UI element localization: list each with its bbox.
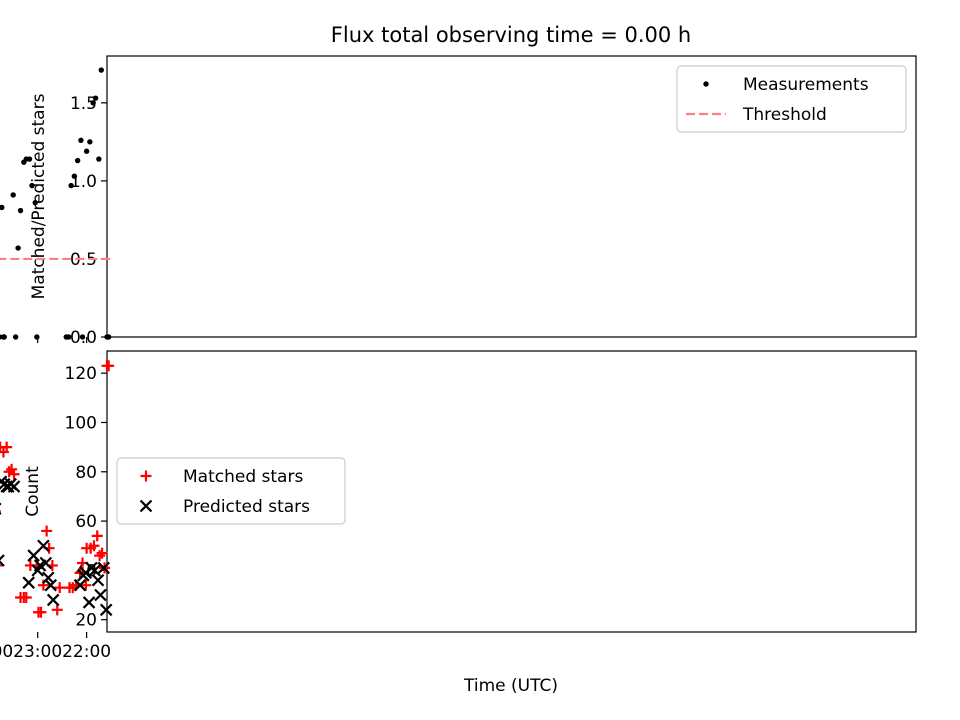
predicted-point — [0, 554, 5, 567]
axes-frame — [106, 55, 917, 338]
y-tick-label: 120 — [65, 364, 97, 384]
matched-point — [32, 606, 44, 618]
x-tick-label: 00:00 — [0, 642, 13, 662]
measurement-point — [83, 148, 90, 154]
measurement-point — [15, 245, 21, 251]
legend: Matched stars Predicted stars — [116, 457, 346, 525]
matched-point — [6, 463, 18, 475]
legend-label: Measurements — [743, 75, 869, 95]
legend-box — [676, 65, 907, 133]
legend-box — [116, 457, 346, 525]
measurement-point — [0, 334, 3, 340]
measurement-point — [79, 334, 86, 340]
matched-point — [63, 582, 75, 594]
measurement-point — [96, 156, 102, 162]
count-subplot: 2040608010012022:0023:0000:0001:0002:000… — [0, 350, 917, 662]
series-measurements — [0, 67, 112, 340]
matched-point — [0, 446, 9, 458]
measurement-point — [71, 173, 78, 179]
y-tick-label: 1.5 — [70, 94, 97, 114]
measurement-point — [21, 159, 27, 165]
predicted-point — [94, 588, 107, 602]
predicted-point — [22, 576, 35, 589]
predicted-point — [27, 549, 40, 562]
legend-label: Matched stars — [183, 467, 303, 487]
matched-point — [101, 360, 113, 372]
measurement-point — [78, 137, 84, 143]
predicted-point — [46, 593, 60, 607]
matched-point — [0, 441, 6, 453]
legend-swatch — [140, 470, 152, 482]
axes-frame — [106, 350, 917, 633]
legend-label: Predicted stars — [183, 497, 310, 517]
series-predicted-stars — [0, 475, 113, 617]
y-tick-label: 20 — [75, 611, 97, 631]
predicted-point — [37, 539, 50, 553]
predicted-point — [31, 564, 44, 577]
measurement-point — [87, 139, 93, 145]
legend-swatch — [703, 81, 709, 87]
figure-title: Flux total observing time = 0.00 h — [331, 23, 691, 47]
matched-point — [0, 510, 1, 513]
predicted-point — [77, 569, 90, 582]
predicted-point — [44, 578, 58, 592]
matched-point — [41, 525, 53, 537]
x-axis-label: Time (UTC) — [463, 676, 558, 696]
predicted-point — [0, 502, 2, 516]
predicted-point — [42, 571, 55, 585]
matched-point — [51, 604, 63, 616]
measurement-point — [63, 334, 69, 340]
x-tick-label: 22:00 — [62, 642, 111, 662]
matched-point — [54, 582, 66, 594]
measurement-point — [32, 200, 38, 206]
predicted-point — [97, 561, 111, 575]
y-tick-label: 100 — [65, 413, 97, 433]
legend-label: Threshold — [742, 105, 827, 125]
predicted-point — [73, 578, 87, 592]
legend: Measurements Threshold — [676, 65, 907, 133]
predicted-point — [0, 475, 8, 488]
matched-point — [15, 591, 27, 603]
y-tick-label: 60 — [75, 512, 97, 532]
matched-point — [80, 579, 92, 591]
measurement-point — [10, 192, 16, 198]
predicted-point — [91, 573, 105, 587]
matched-point — [8, 468, 20, 480]
series-matched-stars — [0, 360, 115, 618]
predicted-point — [82, 596, 96, 609]
measurement-point — [0, 334, 7, 340]
measurement-point — [90, 100, 96, 106]
predicted-point — [99, 603, 113, 617]
y-axis-label: Count — [23, 466, 43, 517]
measurement-point — [0, 204, 5, 211]
y-axis-label: Matched/Predicted stars — [29, 93, 49, 299]
matched-point — [94, 550, 106, 562]
measurement-point — [12, 334, 19, 340]
matched-point — [96, 547, 108, 559]
matched-point — [81, 542, 93, 554]
measurement-point — [34, 334, 40, 340]
measurement-point — [104, 334, 110, 340]
measurement-point — [68, 182, 74, 189]
measurement-point — [17, 207, 24, 214]
matched-point — [3, 466, 15, 478]
matched-point — [0, 564, 4, 567]
measurement-point — [29, 182, 35, 189]
measurement-point — [74, 157, 81, 164]
measurement-point — [98, 67, 104, 73]
measurement-point — [92, 95, 99, 101]
y-tick-label: 80 — [75, 463, 97, 483]
legend-swatch — [139, 499, 153, 513]
x-tick-label: 23:00 — [13, 642, 62, 662]
matched-point — [91, 530, 103, 542]
